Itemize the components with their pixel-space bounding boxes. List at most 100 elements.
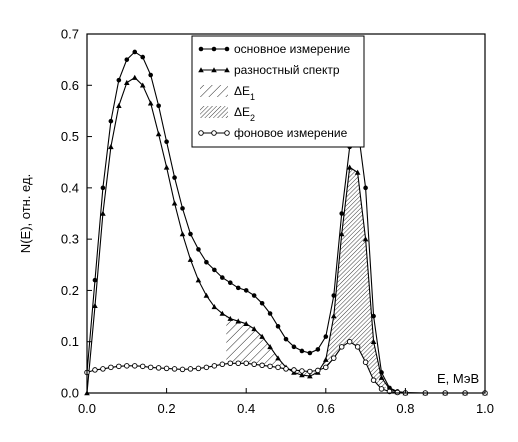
data-point xyxy=(323,364,329,371)
series-3 xyxy=(84,338,488,396)
y-tick-label: 0.7 xyxy=(61,27,79,42)
data-point xyxy=(124,79,130,85)
data-point xyxy=(172,175,177,180)
data-point xyxy=(203,292,210,298)
data-point xyxy=(243,288,249,293)
y-tick-label: 0.3 xyxy=(61,232,79,247)
data-point xyxy=(196,247,201,252)
data-point xyxy=(100,185,106,191)
legend-entry-3: ΔE1 xyxy=(200,84,255,102)
y-tick-label: 0.0 xyxy=(61,386,79,401)
data-point xyxy=(156,103,161,109)
data-point xyxy=(283,336,289,342)
legend-label: ΔE2 xyxy=(234,105,255,123)
y-tick-label: 0.4 xyxy=(61,180,79,195)
y-tick-label: 0.1 xyxy=(61,334,79,349)
data-point xyxy=(235,318,242,324)
data-point xyxy=(299,368,305,374)
data-point xyxy=(187,366,194,372)
data-point xyxy=(100,366,106,372)
axes: 0.0 0.2 0.4 0.6 0.8 1.0 0.0 0.1 0.2 0.3 0.4 0.5 0.6 0… xyxy=(61,27,494,417)
data-point xyxy=(100,210,106,216)
data-point xyxy=(219,361,226,368)
legend-label: фоновое измерение xyxy=(234,126,348,140)
data-point xyxy=(251,361,257,368)
data-point xyxy=(315,367,321,374)
legend-marker xyxy=(224,130,230,136)
legend-marker xyxy=(224,46,230,52)
legend-entry-1: основное измерение xyxy=(198,42,350,56)
data-point xyxy=(195,365,202,372)
data-point xyxy=(363,185,368,191)
data-point xyxy=(163,164,170,170)
data-point xyxy=(211,304,218,310)
data-point xyxy=(330,313,337,319)
data-point xyxy=(155,365,162,371)
data-point xyxy=(235,360,241,367)
data-point xyxy=(275,364,281,371)
legend-entry-2: разностный спектр xyxy=(198,63,340,77)
legend-marker xyxy=(211,67,217,73)
data-point xyxy=(132,49,138,55)
data-point xyxy=(164,139,169,144)
data-point xyxy=(370,377,377,383)
data-point xyxy=(275,324,281,329)
data-point xyxy=(108,364,114,371)
data-point xyxy=(140,54,146,60)
y-tick-label: 0.5 xyxy=(61,129,79,144)
data-point xyxy=(116,363,122,370)
data-point xyxy=(163,365,170,372)
x-tick-label: 0.0 xyxy=(78,401,96,416)
data-point xyxy=(346,164,353,170)
data-point xyxy=(227,280,233,286)
data-point xyxy=(92,303,98,309)
data-point xyxy=(139,363,146,370)
legend-marker xyxy=(211,130,217,136)
data-point xyxy=(307,350,313,356)
data-point xyxy=(338,231,345,237)
data-point xyxy=(267,311,273,316)
data-point xyxy=(108,144,114,150)
data-point xyxy=(267,363,273,370)
plot-frame xyxy=(86,33,486,394)
data-point xyxy=(124,57,130,62)
data-point xyxy=(315,347,321,352)
legend-entry-4: ΔE2 xyxy=(200,105,255,123)
data-point xyxy=(291,344,297,350)
data-point xyxy=(378,374,385,380)
data-point xyxy=(267,344,273,350)
y-axis-label: N(E), отн. ед. xyxy=(18,174,33,253)
data-point xyxy=(204,259,209,265)
legend-entry-5: фоновое измерение xyxy=(198,126,348,140)
legend-marker xyxy=(198,46,204,52)
data-point xyxy=(331,293,337,298)
shaded-regions xyxy=(226,167,386,391)
data-point xyxy=(132,363,138,369)
data-point xyxy=(275,355,281,361)
data-point xyxy=(155,131,162,137)
data-point xyxy=(362,359,369,365)
data-point xyxy=(171,366,178,372)
data-point xyxy=(147,364,154,371)
data-point xyxy=(179,366,186,373)
data-point xyxy=(251,293,257,298)
data-point xyxy=(323,356,329,362)
data-point xyxy=(188,231,193,237)
data-point xyxy=(124,363,130,369)
data-point xyxy=(243,360,249,367)
data-point xyxy=(139,82,146,88)
data-point xyxy=(338,344,345,350)
data-point xyxy=(339,211,345,216)
shaded-region-2 xyxy=(309,167,386,391)
x-tick-label: 0.4 xyxy=(237,401,255,416)
x-tick-label: 1.0 xyxy=(476,401,494,416)
data-point xyxy=(92,277,98,283)
data-point xyxy=(370,338,377,344)
data-point xyxy=(259,300,265,306)
data-point xyxy=(227,315,234,321)
x-axis-label: E, МэВ xyxy=(437,371,479,386)
data-point xyxy=(235,285,241,291)
data-point xyxy=(243,320,249,327)
data-point xyxy=(378,386,385,392)
